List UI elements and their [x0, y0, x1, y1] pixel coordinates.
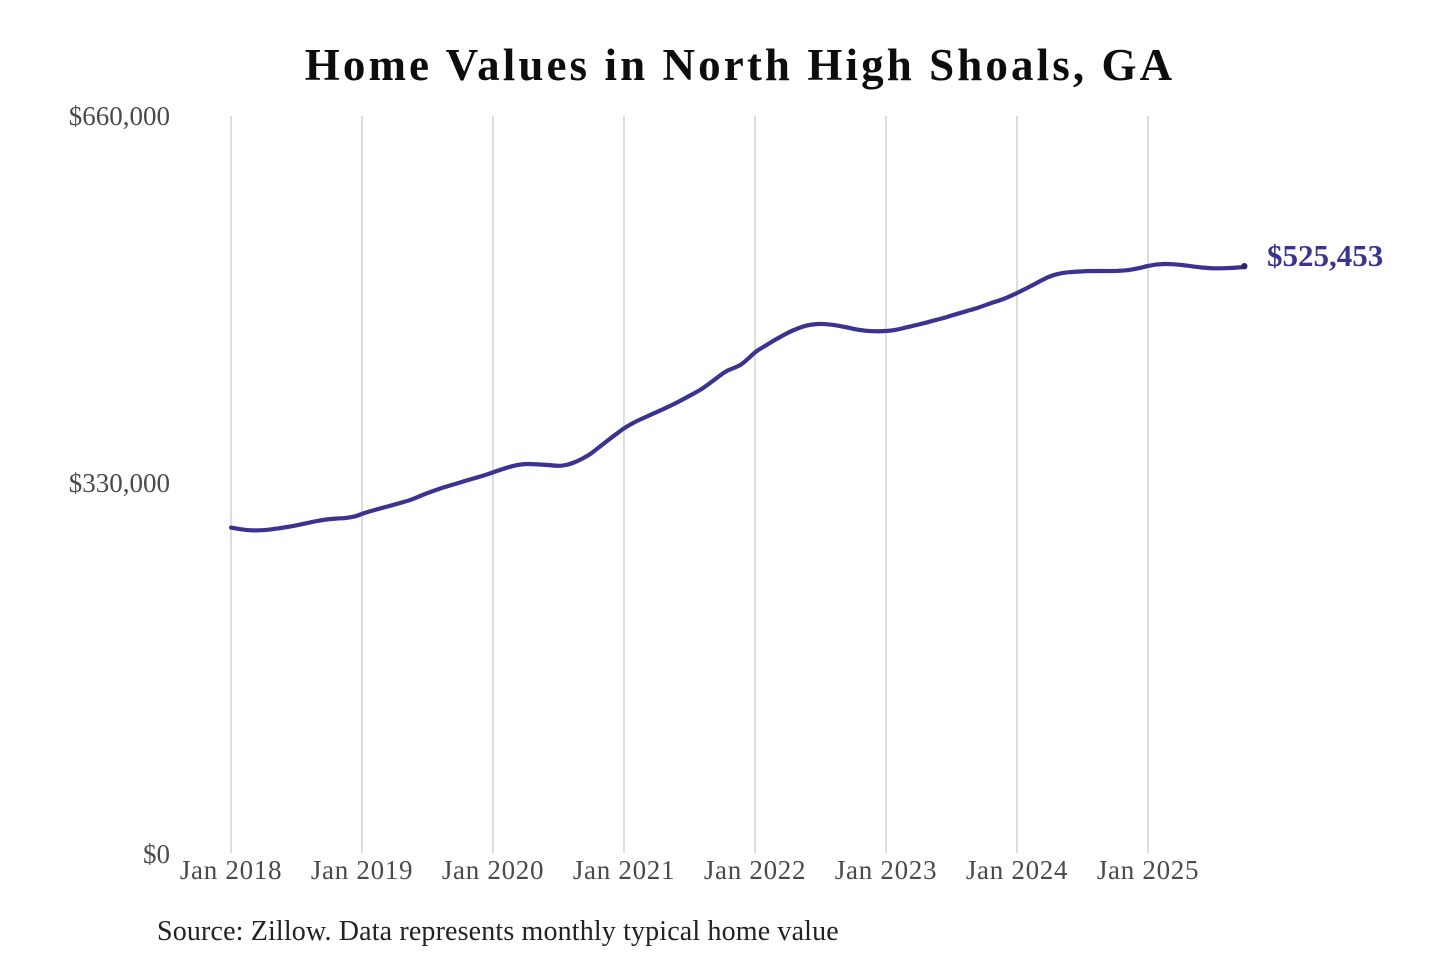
- svg-text:Jan 2020: Jan 2020: [442, 855, 544, 885]
- svg-text:Jan 2019: Jan 2019: [311, 855, 413, 885]
- svg-text:Jan 2024: Jan 2024: [966, 855, 1068, 885]
- svg-text:$525,453: $525,453: [1267, 238, 1383, 273]
- svg-text:$0: $0: [143, 839, 170, 869]
- svg-text:Source: Zillow. Data represent: Source: Zillow. Data represents monthly …: [157, 916, 839, 947]
- svg-text:Jan 2022: Jan 2022: [704, 855, 806, 885]
- svg-text:Jan 2023: Jan 2023: [835, 855, 937, 885]
- svg-text:Jan 2018: Jan 2018: [180, 855, 282, 885]
- svg-text:Jan 2021: Jan 2021: [573, 855, 675, 885]
- svg-text:$330,000: $330,000: [69, 468, 170, 498]
- svg-text:Jan 2025: Jan 2025: [1097, 855, 1199, 885]
- svg-text:Home Values in North High Shoa: Home Values in North High Shoals, GA: [305, 40, 1176, 90]
- svg-text:$660,000: $660,000: [69, 101, 170, 131]
